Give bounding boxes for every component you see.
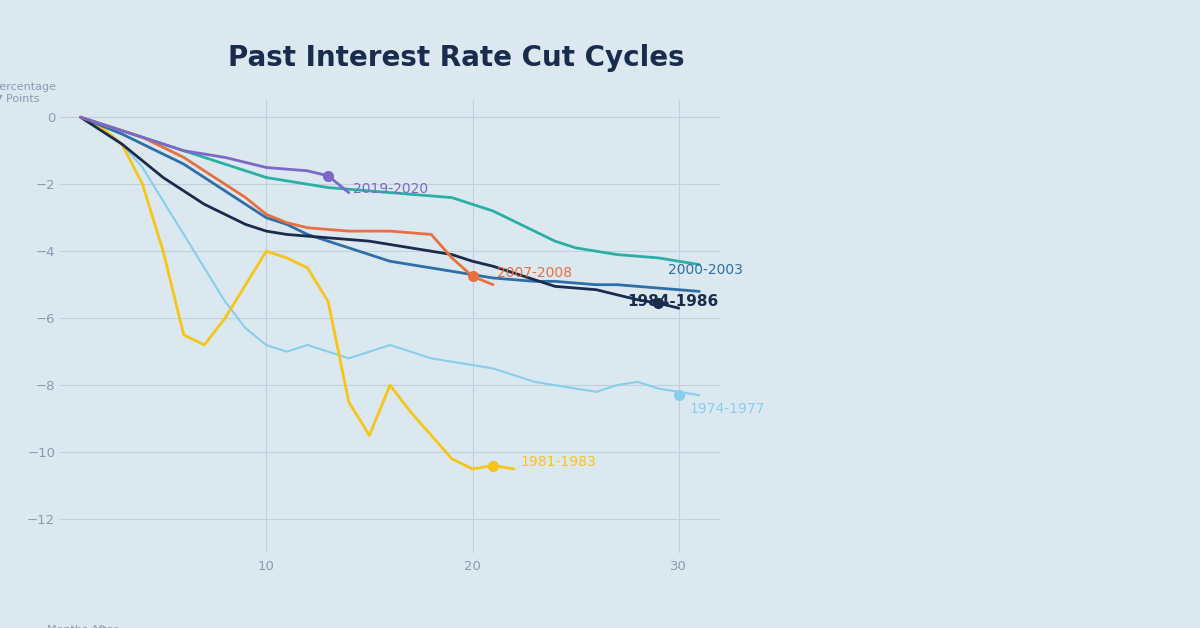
Text: 2019-2020: 2019-2020	[353, 182, 428, 196]
Text: 1984-1986: 1984-1986	[628, 294, 719, 309]
Text: 1974-1977: 1974-1977	[689, 402, 764, 416]
Text: 2007-2008: 2007-2008	[497, 266, 572, 280]
Text: 2000-2003: 2000-2003	[668, 263, 743, 276]
Text: Percentage
▼ Points: Percentage ▼ Points	[0, 82, 56, 104]
Text: 1981-1983: 1981-1983	[520, 455, 595, 469]
Text: Months After
First Rate Cut ►: Months After First Rate Cut ►	[47, 625, 134, 628]
Text: Past Interest Rate Cut Cycles: Past Interest Rate Cut Cycles	[228, 44, 684, 72]
